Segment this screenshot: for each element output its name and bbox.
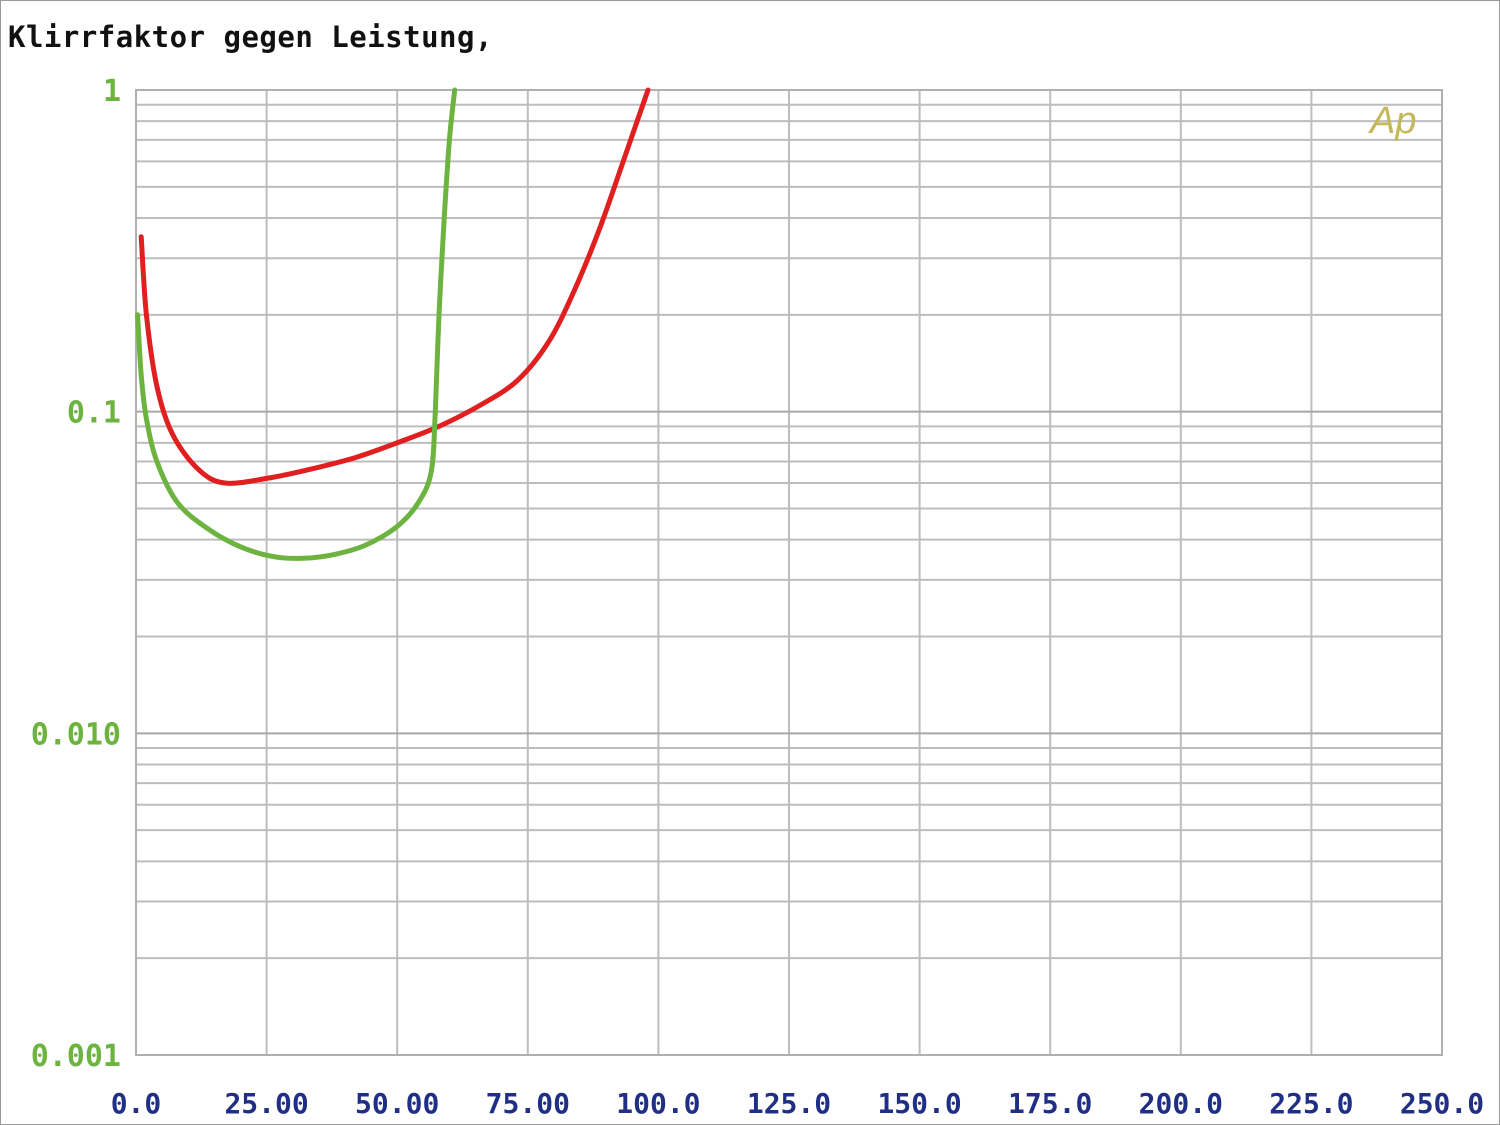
series-lines <box>135 87 651 561</box>
x-tick-label: 0.0 <box>111 1087 162 1120</box>
x-tick-label: 125.0 <box>747 1087 831 1120</box>
x-tick-label: 200.0 <box>1139 1087 1223 1120</box>
chart-title: Klirrfaktor gegen Leistung, <box>8 20 493 54</box>
series-line-1 <box>138 87 651 486</box>
y-tick-label: 1 <box>103 74 121 109</box>
plot-border <box>135 89 1443 1056</box>
ap-logo: Ap <box>1368 100 1416 142</box>
x-tick-label: 250.0 <box>1400 1087 1484 1120</box>
x-tick-label: 150.0 <box>877 1087 961 1120</box>
y-tick-label: 0.1 <box>67 396 121 431</box>
x-tick-label: 100.0 <box>616 1087 700 1120</box>
y-axis-tick-labels: 1 0.1 0.010 0.001 <box>31 74 121 1074</box>
x-tick-label: 175.0 <box>1008 1087 1092 1120</box>
y-tick-label: 0.010 <box>31 717 121 752</box>
y-tick-label: 0.001 <box>31 1039 121 1074</box>
x-tick-label: 75.00 <box>486 1087 570 1120</box>
x-tick-label: 25.00 <box>224 1087 308 1120</box>
x-tick-label: 225.0 <box>1269 1087 1353 1120</box>
series-line-2 <box>135 87 458 561</box>
grid-lines <box>135 89 1443 1056</box>
x-axis-tick-labels: 0.0 25.00 50.00 75.00 100.0 125.0 150.0 175.0 20… <box>111 1087 1484 1120</box>
x-tick-label: 50.00 <box>355 1087 439 1120</box>
